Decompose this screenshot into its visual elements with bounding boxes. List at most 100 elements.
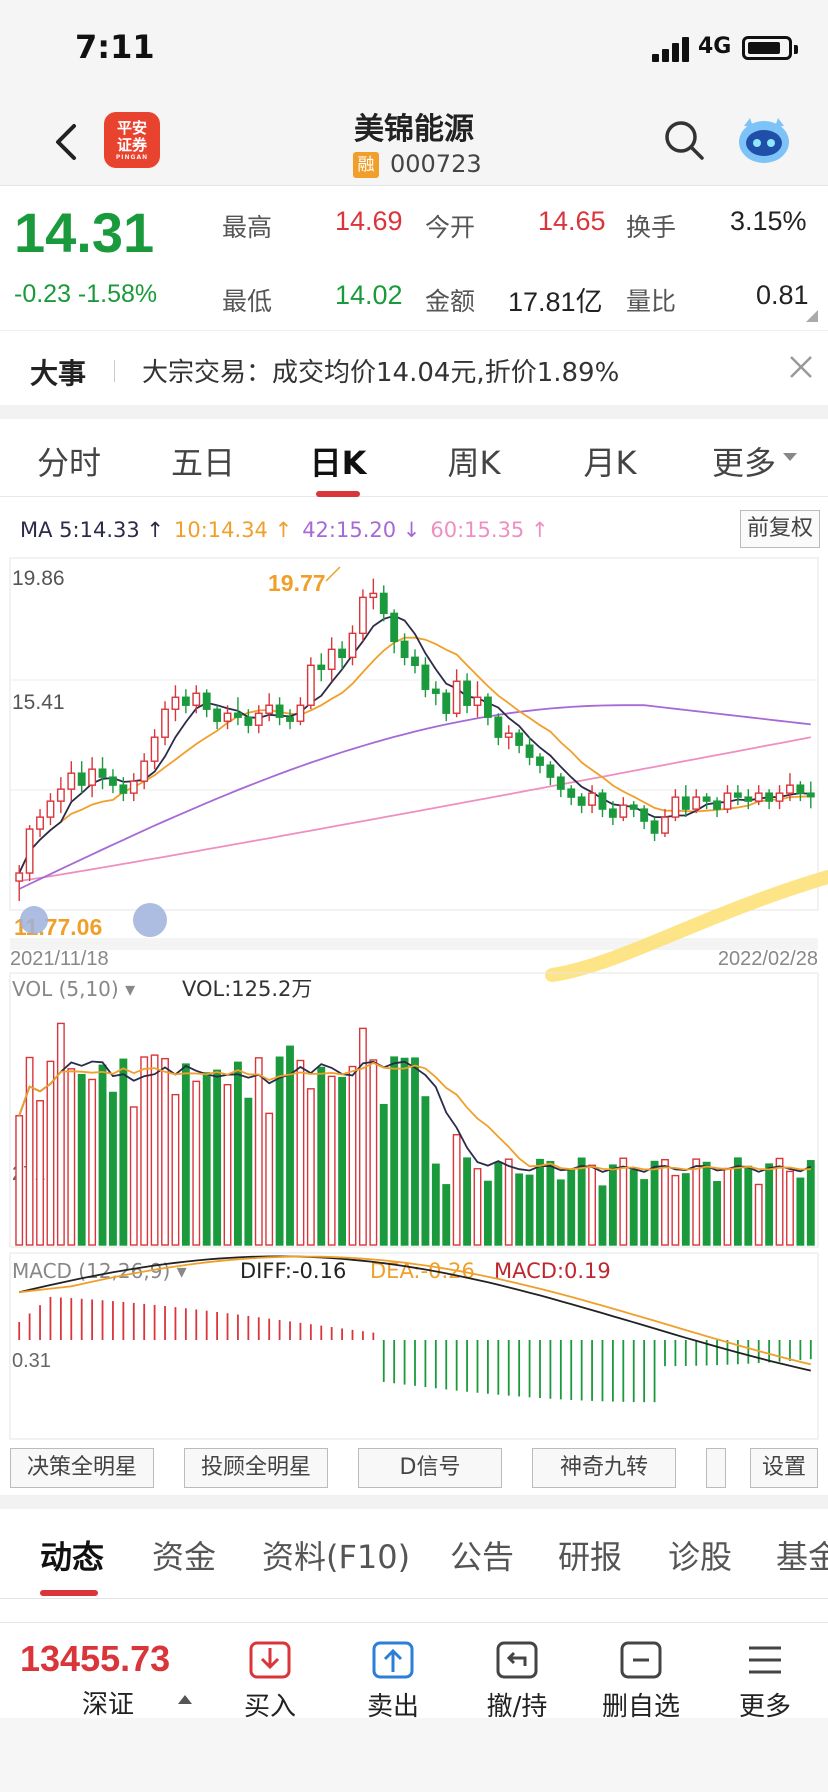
tab-weekly-k[interactable]: 周K: [447, 444, 501, 482]
volume-bar: [286, 1045, 294, 1246]
zoom-right-icon: [133, 903, 167, 937]
more-button[interactable]: 更多: [710, 1640, 820, 1723]
chevron-down-icon: [783, 453, 797, 461]
tab-fund[interactable]: 基金: [776, 1538, 828, 1576]
magic-nine-button[interactable]: 神奇九转: [532, 1448, 676, 1488]
candle-body: [775, 792, 784, 802]
candle-body: [348, 632, 357, 659]
decision-star-button[interactable]: 决策全明星: [10, 1448, 154, 1488]
low-value: 14.02: [335, 280, 403, 310]
candle-body: [494, 716, 503, 738]
tab-announcements[interactable]: 公告: [450, 1538, 515, 1576]
status-time: 7:11: [75, 28, 155, 66]
date-end-label: 2022/02/28: [718, 948, 818, 970]
news-text[interactable]: 大宗交易：成交均价14.04元,折价1.89%: [142, 358, 620, 388]
candle-body: [181, 696, 190, 706]
volume-bar: [88, 1078, 97, 1246]
volume-bar: [296, 1059, 305, 1246]
candle-body: [317, 664, 326, 670]
volume-bar: [119, 1058, 128, 1246]
volume-bar: [379, 1103, 388, 1246]
volume-bar: [254, 1057, 263, 1246]
tab-monthly-k[interactable]: 月K: [583, 444, 637, 482]
volume-bar: [348, 1065, 357, 1246]
volume-bar: [181, 1063, 190, 1246]
tab-more[interactable]: 更多: [711, 444, 776, 482]
volume-bar: [567, 1169, 576, 1246]
news-bar[interactable]: [0, 330, 828, 405]
d-signal-button[interactable]: D信号: [358, 1448, 502, 1488]
current-price: 14.31: [14, 201, 155, 264]
candle-body: [98, 768, 107, 778]
volume-bar: [661, 1158, 669, 1246]
candle-body: [25, 828, 34, 874]
candle-body: [202, 692, 211, 710]
volume-bar: [431, 1163, 440, 1246]
ma60-line: [19, 736, 811, 882]
volume-bar: [744, 1165, 753, 1246]
volume-bar: [36, 1100, 44, 1246]
vol-legend: VOL (5,10) ▾: [12, 977, 135, 1001]
candle-body: [109, 776, 117, 786]
remove-watchlist-button[interactable]: 删自选: [586, 1640, 696, 1723]
volume-bar: [358, 1027, 367, 1246]
volume-bar: [671, 1174, 680, 1246]
highlight-marker: [545, 870, 828, 982]
volume-bar: [556, 1179, 565, 1246]
price-change: -0.23 -1.58%: [14, 280, 158, 308]
tab-diagnosis[interactable]: 诊股: [668, 1538, 733, 1576]
remove-watchlist-label: 删自选: [601, 1692, 680, 1722]
advisor-star-button[interactable]: 投顾全明星: [184, 1448, 328, 1488]
tab-daily-k[interactable]: 日K: [309, 444, 367, 482]
status-bar: [0, 0, 828, 96]
indicator-button-partial[interactable]: [706, 1448, 726, 1488]
candle-body: [692, 796, 701, 810]
tab-research[interactable]: 研报: [558, 1538, 623, 1576]
candle-body: [608, 808, 617, 818]
candle-body: [681, 796, 690, 810]
search-icon[interactable]: [662, 118, 706, 162]
period-tabs: [0, 419, 828, 497]
adjust-button[interactable]: 前复权: [740, 510, 820, 548]
tab-funds[interactable]: 资金: [152, 1538, 217, 1576]
tab-five-day[interactable]: 五日: [170, 444, 235, 482]
volume-bar: [629, 1169, 638, 1246]
tab-news[interactable]: 动态: [40, 1538, 105, 1576]
volume-bar: [306, 1088, 315, 1246]
volume-bar: [234, 1061, 242, 1246]
index-value[interactable]: 13455.73: [20, 1638, 171, 1679]
dea-line: [19, 1255, 812, 1366]
macd-value: MACD:0.19: [494, 1259, 611, 1283]
robot-assistant-icon[interactable]: [736, 114, 792, 166]
tab-f10[interactable]: 资料(F10): [262, 1538, 411, 1576]
caret-up-icon[interactable]: [178, 1695, 192, 1704]
buy-icon: [249, 1641, 291, 1679]
candle-body: [358, 596, 367, 635]
candle-body: [56, 788, 65, 802]
sell-button[interactable]: 卖出: [338, 1640, 448, 1723]
back-icon[interactable]: [50, 122, 84, 162]
vol-ratio-value: 0.81: [756, 280, 809, 310]
close-icon[interactable]: [788, 354, 814, 380]
volume-bar: [400, 1057, 409, 1246]
buy-button[interactable]: 买入: [215, 1640, 325, 1723]
volume-bar: [619, 1157, 628, 1246]
volume-bar: [338, 1076, 347, 1246]
bottom-tab-divider: [0, 1598, 828, 1599]
settings-button[interactable]: 设置: [750, 1448, 818, 1488]
amount-value: 17.81亿: [508, 287, 603, 317]
active-tab-indicator: [316, 491, 360, 497]
grid-band: [10, 938, 818, 950]
tab-intraday[interactable]: 分时: [36, 444, 101, 482]
index-name[interactable]: 深证: [82, 1690, 135, 1720]
cancel-hold-button[interactable]: 撤/持: [462, 1640, 572, 1723]
candle-body: [369, 592, 378, 599]
candle-body: [119, 784, 128, 794]
candle-body: [744, 796, 753, 802]
candle-body: [286, 716, 294, 722]
expand-corner-icon[interactable]: [806, 310, 818, 322]
volume-bar: [588, 1164, 596, 1246]
volume-bar: [265, 1112, 274, 1246]
sell-label: 卖出: [366, 1692, 419, 1722]
